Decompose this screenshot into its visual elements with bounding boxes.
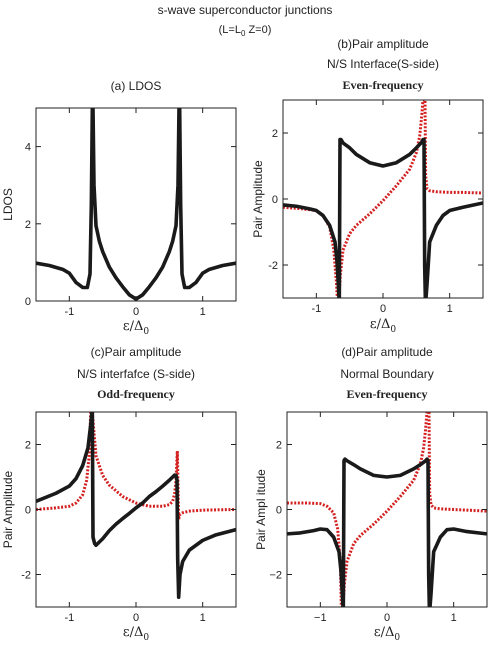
chart-frequency-label-c: Odd-frequency xyxy=(97,387,175,401)
solid-black-series-c xyxy=(36,412,236,600)
x-tick-label-a: -1 xyxy=(64,306,74,318)
chart-panel-b: (b)Pair amplitude N/S Interface(S-side) Ev… xyxy=(251,37,484,335)
dotted-red-series-d xyxy=(287,412,487,607)
x-tick-label-c: 1 xyxy=(200,612,206,624)
chart-title-c-line-1: (c)Pair amplitude xyxy=(91,345,182,359)
solid-black-series-d xyxy=(287,457,487,607)
x-tick-label-b: 1 xyxy=(447,303,453,315)
chart-title-d-line-1: (d)Pair amplitude xyxy=(341,345,433,359)
y-tick-label-c: 0 xyxy=(25,505,31,517)
chart-panel-d: (d)Pair amplitude Normal Boundary Even-fre… xyxy=(254,345,488,643)
y-tick-label-c: 2 xyxy=(25,440,31,452)
x-axis-label-a: ε/Δ0 xyxy=(123,319,150,337)
y-tick-label-a: 4 xyxy=(25,142,31,154)
solid-black-series-b xyxy=(283,137,483,298)
y-tick-label-a: 2 xyxy=(25,219,31,231)
series-group-a xyxy=(36,108,236,301)
y-axis-label-d: Pair Ampl itude xyxy=(254,469,268,550)
chart-title-b-line-1: (b)Pair amplitude xyxy=(337,37,429,51)
dotted-red-series-b xyxy=(283,100,483,298)
chart-panels: (a) LDOS -1 0 1 0 2 4 ε/Δ0 LDOS (b)Pair amplitude… xyxy=(1,37,488,643)
y-tick-label-b: 0 xyxy=(272,194,278,206)
y-tick-label-b: 2 xyxy=(272,128,278,140)
x-tick-label-c: 0 xyxy=(133,612,139,624)
series-group-c xyxy=(36,412,236,600)
x-tick-label-b: -1 xyxy=(311,303,321,315)
chart-frequency-label-b: Even-frequency xyxy=(342,78,423,92)
x-axis-label-b: ε/Δ0 xyxy=(370,317,397,335)
chart-title-d-line-2: Normal Boundary xyxy=(340,367,433,381)
solid-black-series-a xyxy=(36,108,236,301)
x-tick-label-d: 0 xyxy=(384,612,390,624)
x-tick-label-a: 1 xyxy=(200,306,206,318)
x-axis-label-d: ε/Δ0 xyxy=(374,625,401,643)
chart-panel-c: (c)Pair amplitude N/S interfafce (S-side)… xyxy=(1,345,237,643)
y-tick-label-c: -2 xyxy=(21,570,31,582)
chart-title-b-line-2: N/S Interface(S-side) xyxy=(327,57,439,71)
y-tick-label-b: -2 xyxy=(268,260,278,272)
x-tick-label-a: 0 xyxy=(133,306,139,318)
chart-title-c-line-2: N/S interfafce (S-side) xyxy=(77,367,195,381)
y-axis-label-b: Pair Amplitude xyxy=(251,160,265,238)
y-tick-label-d: −2 xyxy=(269,570,282,582)
series-group-b xyxy=(283,100,483,298)
x-tick-label-d: −1 xyxy=(314,612,327,624)
figure-subtitle: (L=L0 Z=0) xyxy=(219,24,272,38)
x-tick-label-b: 0 xyxy=(380,303,386,315)
x-tick-label-d: 1 xyxy=(451,612,457,624)
x-tick-label-c: -1 xyxy=(64,612,74,624)
figure-title: s-wave superconductor junctions xyxy=(158,3,333,17)
y-tick-label-d: 0 xyxy=(276,505,282,517)
chart-panel-a: (a) LDOS -1 0 1 0 2 4 ε/Δ0 LDOS xyxy=(1,79,237,337)
chart-title-a-line-1: (a) LDOS xyxy=(111,79,162,93)
chart-frequency-label-d: Even-frequency xyxy=(346,387,427,401)
y-axis-label-c: Pair Amplitude xyxy=(1,470,15,548)
x-axis-label-c: ε/Δ0 xyxy=(123,625,150,643)
y-axis-label-a: LDOS xyxy=(1,188,15,221)
y-tick-label-d: 2 xyxy=(276,440,282,452)
y-tick-label-a: 0 xyxy=(25,296,31,308)
dotted-red-series-c xyxy=(36,412,236,521)
series-group-d xyxy=(287,412,487,607)
